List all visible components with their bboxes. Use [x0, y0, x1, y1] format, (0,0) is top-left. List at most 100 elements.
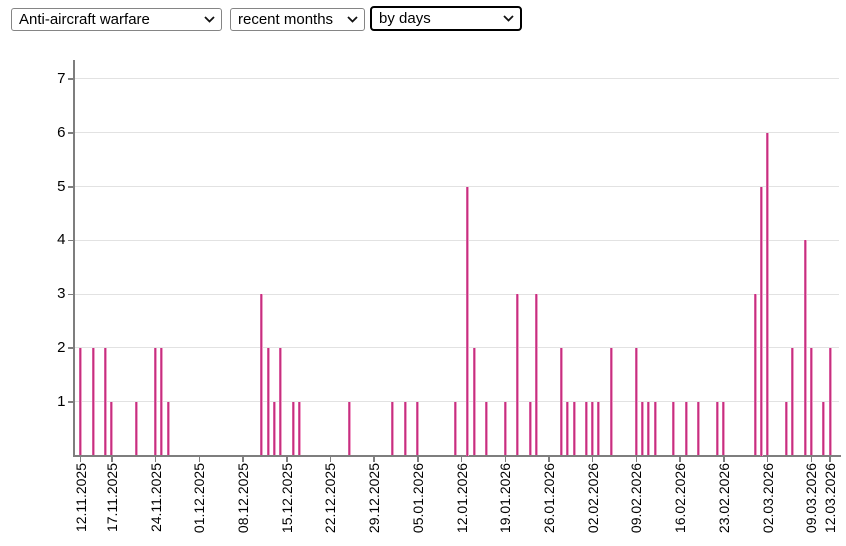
x-axis-tick [286, 456, 288, 462]
x-tick-label: 08.12.2025 [235, 462, 252, 533]
bar [160, 347, 164, 456]
bar [503, 401, 507, 456]
period-select[interactable]: recent months [230, 8, 365, 31]
bar [472, 347, 476, 456]
x-axis-tick [829, 456, 831, 462]
bar [572, 401, 576, 456]
bar [260, 294, 264, 456]
bar [135, 401, 139, 456]
bar [716, 401, 720, 456]
x-tick-label: 22.12.2025 [322, 462, 339, 533]
x-axis-tick [329, 456, 332, 462]
gridline [74, 132, 839, 134]
bar [272, 401, 276, 456]
bar [347, 401, 351, 456]
gridline [74, 186, 839, 187]
bar [828, 347, 832, 456]
x-tick-label: 02.02.2026 [584, 462, 601, 533]
bar [766, 132, 770, 456]
x-axis-tick [591, 456, 594, 462]
granularity-select[interactable]: by days [370, 6, 522, 31]
bar [528, 401, 532, 456]
gridline [74, 347, 839, 349]
bar [104, 347, 108, 456]
x-tick-label: 24.11.2025 [147, 462, 164, 532]
bar [154, 347, 158, 456]
y-tick-label: 6 [57, 123, 66, 141]
bar [485, 401, 489, 456]
chevron-down-icon [503, 15, 514, 22]
x-tick-label: 17.11.2025 [103, 462, 120, 532]
bar [279, 347, 283, 456]
bar [784, 401, 788, 456]
chevron-down-icon [347, 16, 358, 23]
x-tick-label: 16.02.2026 [672, 462, 689, 533]
x-axis-line [72, 454, 841, 457]
x-axis-tick [111, 456, 113, 462]
bar [516, 294, 520, 456]
bar [641, 401, 645, 456]
x-axis-tick [723, 456, 725, 462]
bar [110, 401, 114, 456]
y-axis-line [72, 60, 75, 457]
y-axis-tick [67, 239, 73, 242]
x-tick-label: 23.02.2026 [715, 462, 732, 533]
x-axis-tick [242, 456, 244, 462]
bar [79, 347, 83, 456]
bar [391, 401, 395, 456]
x-tick-label: 19.01.2026 [497, 462, 514, 533]
bar [822, 401, 826, 456]
y-axis-tick [67, 347, 73, 349]
y-axis-tick [67, 132, 73, 134]
bar [266, 347, 270, 456]
y-tick-label: 1 [57, 392, 66, 410]
x-axis-tick [504, 456, 507, 462]
y-tick-label: 5 [57, 177, 66, 195]
bar [466, 186, 470, 456]
x-axis-tick [198, 456, 201, 462]
gridline [74, 293, 839, 295]
bar [803, 240, 807, 456]
x-axis-tick [373, 456, 375, 462]
x-tick-label: 12.11.2025 [72, 462, 89, 532]
y-tick-label: 4 [57, 231, 66, 249]
x-tick-label: 29.12.2025 [366, 462, 383, 533]
bar [535, 294, 539, 456]
bar [753, 294, 757, 456]
x-axis-tick [154, 456, 157, 462]
bar [566, 401, 570, 456]
bar [791, 347, 795, 456]
bar [91, 347, 95, 456]
x-tick-label: 05.01.2026 [409, 462, 426, 533]
y-axis-tick [67, 401, 73, 403]
x-tick-label: 12.03.2026 [822, 462, 839, 533]
x-axis-tick [679, 456, 681, 462]
bar [403, 401, 407, 456]
bar [672, 401, 676, 456]
bar [297, 401, 301, 456]
x-axis-tick [79, 456, 82, 462]
bar [647, 401, 651, 456]
bar [416, 401, 420, 456]
bar [291, 401, 295, 456]
x-tick-label: 01.12.2025 [191, 462, 208, 533]
y-tick-label: 7 [57, 69, 66, 87]
gridline [74, 78, 839, 80]
x-tick-label: 12.01.2026 [453, 462, 470, 533]
weapon-category-select[interactable]: Anti-aircraft warfare [11, 8, 222, 31]
bar [597, 401, 601, 456]
x-axis-tick [635, 456, 638, 462]
x-tick-label: 15.12.2025 [278, 462, 295, 533]
bar [722, 401, 726, 456]
bar [609, 347, 613, 456]
y-axis-tick [67, 186, 73, 188]
chevron-down-icon [204, 16, 215, 23]
period-value: recent months [238, 11, 334, 28]
bar [697, 401, 701, 456]
x-tick-label: 02.03.2026 [759, 462, 776, 533]
bar [684, 401, 688, 456]
x-axis-tick [810, 456, 813, 462]
x-tick-label: 09.03.2026 [803, 462, 820, 533]
